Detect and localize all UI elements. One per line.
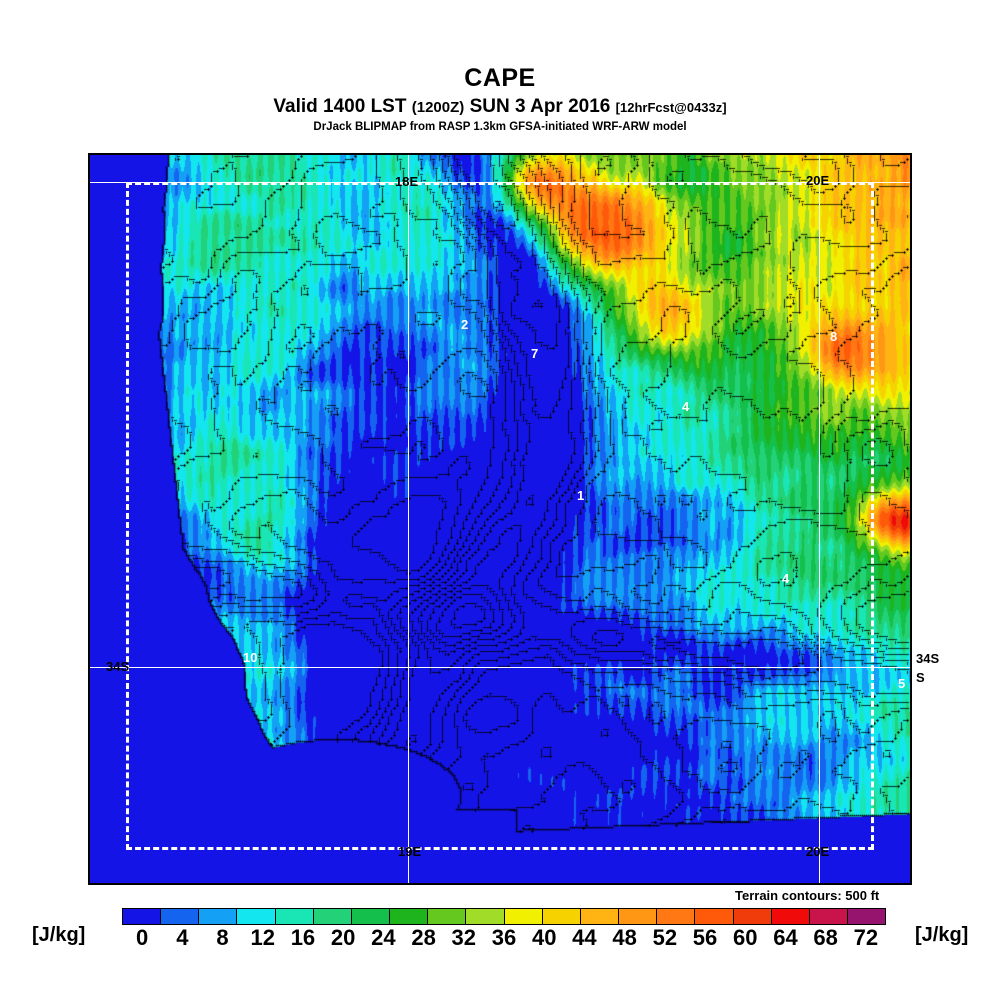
colorbar: [J/kg] 0 4 8 12 16 20 24 28 32 36 40 44 48 52 56 60 64 68… xyxy=(0,905,1000,955)
title-block: CAPE Valid 1400 LST (1200Z) SUN 3 Apr 20… xyxy=(0,66,1000,134)
colorbar-swatch-4 xyxy=(275,909,314,924)
colorbar-tick-24: 24 xyxy=(371,925,396,950)
colorbar-swatch-2 xyxy=(199,909,238,924)
colorbar-swatch-1 xyxy=(161,909,200,924)
colorbar-tick-72: 72 xyxy=(853,925,879,950)
valid-time-subtitle: Valid 1400 LST (1200Z) SUN 3 Apr 2016 [1… xyxy=(0,97,1000,116)
colorbar-tick-labels: 0 4 8 12 16 20 24 28 32 36 40 44 48 52 56 60 64 68 72 xyxy=(122,927,886,953)
colorbar-tick-28: 28 xyxy=(411,925,436,950)
colorbar-tick-40: 40 xyxy=(531,925,557,950)
page-title: CAPE xyxy=(464,64,536,92)
colorbar-tick-44: 44 xyxy=(572,925,597,950)
colorbar-swatch-3 xyxy=(237,909,276,924)
colorbar-swatch-10 xyxy=(504,909,543,924)
colorbar-swatch-11 xyxy=(542,909,581,924)
colorbar-swatch-15 xyxy=(695,909,734,924)
colorbar-tick-0: 0 xyxy=(135,925,149,950)
colorbar-tick-48: 48 xyxy=(612,925,637,950)
colorbar-tick-68: 68 xyxy=(813,925,838,950)
colorbar-unit-right: [J/kg] xyxy=(915,924,969,946)
edge-label-34s: 34S xyxy=(916,651,940,666)
colorbar-swatch-0 xyxy=(123,909,162,924)
colorbar-tick-64: 64 xyxy=(773,925,798,950)
colorbar-swatch-16 xyxy=(733,909,772,924)
cape-field-raster xyxy=(90,155,910,883)
colorbar-tick-56: 56 xyxy=(692,925,718,950)
colorbar-tick-8: 8 xyxy=(216,925,229,950)
colorbar-swatch-7 xyxy=(390,909,429,924)
colorbar-tick-52: 52 xyxy=(652,925,678,950)
colorbar-swatch-9 xyxy=(466,909,505,924)
colorbar-tick-16: 16 xyxy=(290,925,316,950)
cape-map[interactable]: 18E 20E 19E 20E 34S 2 7 8 4 1 4 10 5 xyxy=(88,153,912,885)
colorbar-swatches xyxy=(122,908,886,925)
valid-time-utc: (1200Z) xyxy=(411,99,465,116)
terrain-contour-note: Terrain contours: 500 ft xyxy=(735,888,880,903)
edge-label-s: S xyxy=(916,670,925,685)
colorbar-swatch-8 xyxy=(428,909,467,924)
colorbar-swatch-12 xyxy=(580,909,620,924)
colorbar-unit-left: [J/kg] xyxy=(32,924,86,946)
model-credit: DrJack BLIPMAP from RASP 1.3km GFSA-init… xyxy=(313,121,687,133)
forecast-tag: [12hrFcst@0433z] xyxy=(615,100,727,115)
colorbar-swatch-18 xyxy=(809,909,848,924)
colorbar-swatch-14 xyxy=(657,909,696,924)
colorbar-tick-32: 32 xyxy=(451,925,477,950)
colorbar-tick-12: 12 xyxy=(250,925,275,950)
colorbar-swatch-19 xyxy=(847,909,886,924)
colorbar-tick-4: 4 xyxy=(176,925,189,950)
valid-time-prefix: Valid 1400 LST xyxy=(273,96,407,117)
colorbar-swatch-5 xyxy=(313,909,352,924)
colorbar-swatch-13 xyxy=(619,909,658,924)
valid-date: SUN 3 Apr 2016 xyxy=(469,96,611,117)
colorbar-swatch-6 xyxy=(351,909,391,924)
colorbar-swatch-17 xyxy=(771,909,810,924)
colorbar-tick-36: 36 xyxy=(491,925,517,950)
colorbar-tick-60: 60 xyxy=(733,925,758,950)
colorbar-tick-20: 20 xyxy=(330,925,356,950)
